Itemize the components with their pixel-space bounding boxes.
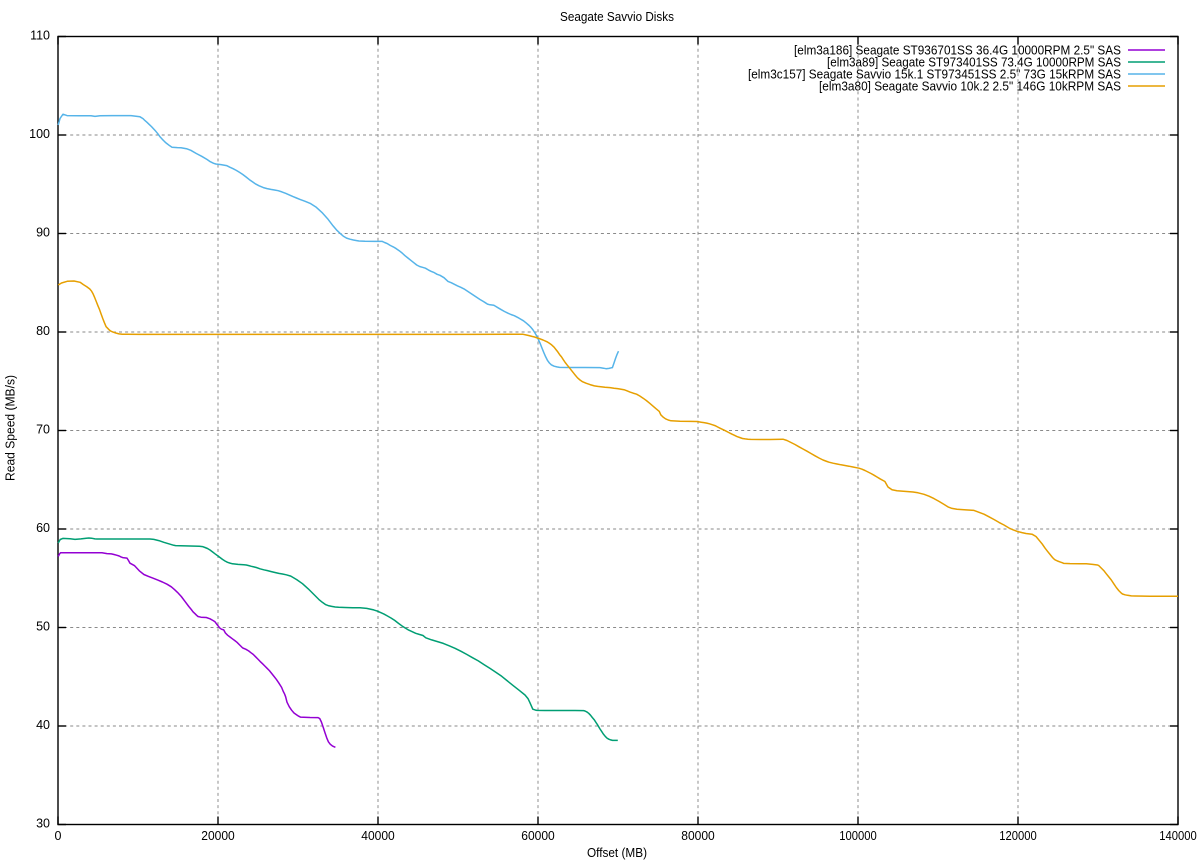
svg-text:80: 80 xyxy=(36,324,50,338)
svg-text:110: 110 xyxy=(30,29,50,43)
svg-text:60: 60 xyxy=(36,521,50,535)
svg-text:40: 40 xyxy=(36,718,50,732)
svg-text:40000: 40000 xyxy=(361,829,395,843)
svg-text:80000: 80000 xyxy=(681,829,715,843)
svg-text:0: 0 xyxy=(55,829,62,843)
svg-text:70: 70 xyxy=(36,423,50,437)
svg-text:Seagate Savvio Disks: Seagate Savvio Disks xyxy=(560,10,674,24)
svg-text:[elm3a186] Seagate ST936701SS: [elm3a186] Seagate ST936701SS 36.4G 1000… xyxy=(794,43,1121,57)
svg-text:[elm3a89] Seagate ST973401SS 7: [elm3a89] Seagate ST973401SS 73.4G 10000… xyxy=(827,55,1121,69)
svg-text:Offset (MB): Offset (MB) xyxy=(587,846,647,860)
svg-text:Read Speed (MB/s): Read Speed (MB/s) xyxy=(3,375,17,481)
svg-text:100: 100 xyxy=(29,127,50,141)
svg-text:100000: 100000 xyxy=(839,829,877,843)
svg-text:140000: 140000 xyxy=(1159,829,1197,843)
svg-text:90: 90 xyxy=(36,226,50,240)
svg-text:50: 50 xyxy=(36,620,50,634)
svg-text:[elm3a80] Seagate Savvio 10k.2: [elm3a80] Seagate Savvio 10k.2 2.5" 146G… xyxy=(819,79,1121,93)
svg-text:20000: 20000 xyxy=(201,829,235,843)
svg-text:120000: 120000 xyxy=(999,829,1037,843)
svg-text:[elm3c157] Seagate Savvio 15k.: [elm3c157] Seagate Savvio 15k.1 ST973451… xyxy=(748,67,1121,81)
svg-text:60000: 60000 xyxy=(521,829,555,843)
svg-text:30: 30 xyxy=(36,817,50,831)
